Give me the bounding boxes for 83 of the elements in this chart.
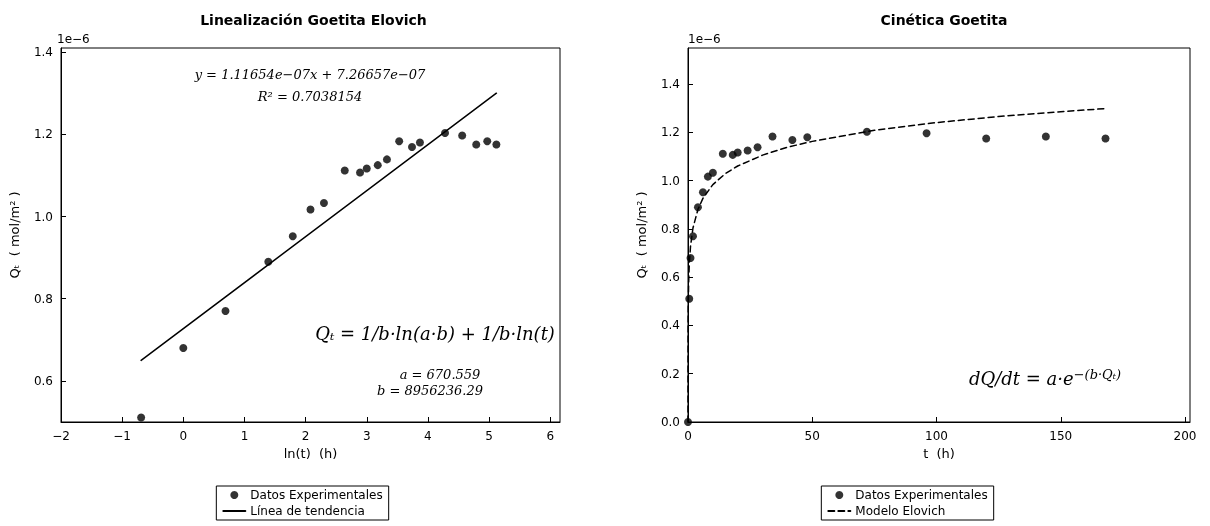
point [483, 137, 492, 146]
legend-label: Modelo Elovich [855, 504, 946, 518]
point [382, 155, 391, 164]
point [686, 253, 695, 262]
y-axis-title: Qₜ ( mol/m² ) [634, 191, 649, 279]
annotation: a = 670.559 [399, 367, 481, 382]
point [684, 418, 692, 426]
x-tick-label: −2 [52, 429, 70, 443]
y-tick-label: 0.0 [660, 415, 680, 429]
y-tick-label: 0.6 [660, 270, 680, 285]
x-axis-title: ln(t) (h) [283, 445, 338, 461]
point [733, 148, 742, 157]
point [492, 140, 501, 149]
annotation: b = 8956236.29 [376, 383, 484, 398]
point [264, 257, 273, 266]
x-tick-label: 1 [240, 429, 249, 443]
x-tick-label: 4 [424, 429, 432, 443]
y-tick-label: 1.2 [33, 127, 53, 142]
x-tick-label: 2 [301, 429, 310, 443]
point [340, 166, 349, 175]
annotation: y = 1.11654e−07x + 7.26657e−07 [193, 67, 427, 82]
x-tick-label: 100 [925, 429, 948, 443]
point [458, 131, 467, 140]
y-axis-title: Qₜ ( mol/m² ) [7, 191, 22, 279]
x-tick-label: 5 [485, 429, 493, 443]
point [306, 205, 315, 214]
point [221, 307, 230, 316]
y-tick-label: 1.4 [660, 77, 680, 92]
x-tick-label: 0 [179, 429, 188, 443]
point [356, 168, 365, 177]
x-tick-label: −1 [113, 429, 131, 443]
point [415, 138, 424, 147]
point [288, 232, 297, 241]
y-tick-label: 0.6 [33, 373, 53, 388]
legend-label: Línea de tendencia [250, 504, 365, 518]
y-tick-label: 1.0 [33, 209, 53, 224]
x-tick-label: 50 [804, 429, 820, 443]
point [743, 146, 752, 155]
x-axis-title: t (h) [923, 445, 955, 461]
point [753, 143, 762, 152]
point [768, 132, 777, 141]
chart-title: Cinética Goetita [880, 12, 1008, 28]
point [685, 294, 694, 303]
legend-label: Datos Experimentales [855, 488, 988, 502]
y-tick-label: 1.0 [660, 173, 680, 188]
chart-title: Linealización Goetita Elovich [200, 12, 427, 28]
text: 1e−6 [57, 32, 90, 46]
point [472, 140, 481, 149]
y-tick-label: 1.4 [33, 45, 53, 60]
annotation: R² = 0.7038154 [256, 89, 363, 104]
point [922, 129, 931, 138]
point [395, 137, 404, 146]
text: 1e−6 [688, 32, 721, 46]
legend-label: Datos Experimentales [250, 488, 383, 502]
x-tick-label: 6 [546, 429, 555, 443]
y-tick-label: 0.8 [33, 291, 53, 306]
y-tick-label: 1.2 [660, 125, 680, 140]
y-tick-label: 0.2 [660, 366, 680, 381]
point [982, 134, 991, 143]
y-tick-label: 0.4 [660, 318, 680, 333]
point [441, 129, 450, 138]
point [788, 135, 797, 144]
point [688, 232, 697, 241]
point [698, 188, 707, 197]
point [408, 143, 417, 152]
y-tick-label: 0.8 [660, 221, 680, 236]
annotation: Qₜ = 1/b·ln(a·b) + 1/b·ln(t) [315, 322, 555, 344]
point [137, 413, 146, 422]
x-tick-label: 0 [684, 429, 692, 443]
point [179, 344, 188, 353]
point [708, 168, 717, 177]
x-tick-label: 3 [362, 429, 371, 443]
point [319, 198, 328, 207]
point [803, 133, 812, 142]
point [1101, 134, 1110, 143]
point [373, 161, 382, 170]
x-tick-label: 200 [1173, 429, 1197, 443]
point [862, 127, 871, 136]
point [693, 203, 702, 212]
point [362, 164, 371, 173]
x-tick-label: 150 [1049, 429, 1073, 443]
point [1041, 132, 1050, 141]
point [718, 149, 727, 158]
